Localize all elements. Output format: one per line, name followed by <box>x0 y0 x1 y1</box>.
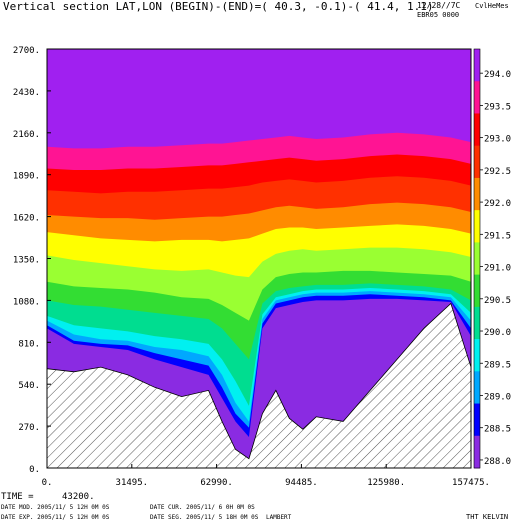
date-exp: DATE EXP. 2005/11/ 5 12H 0M 0S <box>1 514 110 521</box>
x-tick-label: 157475. <box>452 478 490 488</box>
colorbar-swatch <box>474 49 480 82</box>
colorbar-swatch <box>474 81 480 114</box>
date-mod: DATE MOD. 2005/11/ 5 12H 0M 0S <box>1 504 110 511</box>
colorbar-swatch <box>474 339 480 372</box>
header-experiment: EBR05 0000 <box>417 11 459 19</box>
x-tick-label: 125980. <box>367 478 405 488</box>
time-value: 43200. <box>62 492 95 502</box>
colorbar-tick-label: 288.5 <box>484 425 511 435</box>
colorbar-swatch <box>474 242 480 276</box>
x-tick-label: 62990. <box>200 478 233 488</box>
colorbar-tick-label: 290.0 <box>484 328 511 338</box>
axes: 0. 270. 540. 810. 1080. 1350. 1620. 1890. 2160. 2… <box>13 46 490 488</box>
y-tick-label: 270. <box>18 423 40 433</box>
y-tick-label: 2160. <box>13 130 40 140</box>
y-tick-label: 2430. <box>13 88 40 98</box>
y-tick-label: 0. <box>29 465 40 475</box>
colorbar: 294.0 293.5 293.0 292.5 292.0 291.5 291.0 290.5… <box>473 48 511 469</box>
variable-label: THT KELVIN <box>466 513 508 521</box>
colorbar-tick-label: 289.5 <box>484 360 511 370</box>
colorbar-tick-label: 291.0 <box>484 264 511 274</box>
y-tick-label: 1890. <box>13 172 40 182</box>
y-tick-label: 1620. <box>13 214 40 224</box>
colorbar-tick-label: 290.5 <box>484 296 511 306</box>
terrain <box>46 302 472 469</box>
y-tick-label: 1350. <box>13 256 40 266</box>
colorbar-swatch <box>474 274 480 308</box>
date-seg: DATE SEG. 2005/11/ 5 18H 0M 0S <box>150 514 259 521</box>
x-tick-label: 31495. <box>116 478 149 488</box>
x-tick-label: 94485. <box>285 478 318 488</box>
x-tick-label: 0. <box>42 478 53 488</box>
colorbar-swatch <box>474 145 480 179</box>
header-code: CvlHeMes <box>475 2 509 10</box>
projection-label: LAMBERT <box>266 514 292 521</box>
header-date: 12/28//7C <box>417 1 461 10</box>
colorbar-tick-label: 294.0 <box>484 70 511 80</box>
colorbar-swatch <box>474 177 480 211</box>
colorbar-swatch <box>474 403 480 437</box>
colorbar-swatch <box>474 210 480 243</box>
colorbar-tick-label: 288.0 <box>484 457 511 467</box>
plot-area <box>46 49 472 469</box>
y-tick-label: 810. <box>18 339 40 349</box>
y-tick-label: 540. <box>18 381 40 391</box>
colorbar-tick-label: 293.5 <box>484 102 511 112</box>
y-tick-label: 2700. <box>13 46 40 56</box>
colorbar-swatch <box>474 435 480 469</box>
date-cur: DATE CUR. 2005/11/ 6 0H 0M 0S <box>150 504 255 511</box>
colorbar-tick-label: 292.5 <box>484 167 511 177</box>
colorbar-frame <box>473 48 481 469</box>
colorbar-tick-label: 291.5 <box>484 231 511 241</box>
colorbar-swatch <box>474 306 480 340</box>
colorbar-tick-label: 289.0 <box>484 392 511 402</box>
time-label: TIME = <box>1 492 34 502</box>
colorbar-tick-label: 293.0 <box>484 135 511 145</box>
chart-title: Vertical section LAT,LON (BEGIN)-(END)=(… <box>3 0 433 13</box>
colorbar-tick-label: 292.0 <box>484 199 511 209</box>
colorbar-swatch <box>474 371 480 405</box>
colorbar-swatch <box>474 113 480 147</box>
y-tick-label: 1080. <box>13 297 40 307</box>
